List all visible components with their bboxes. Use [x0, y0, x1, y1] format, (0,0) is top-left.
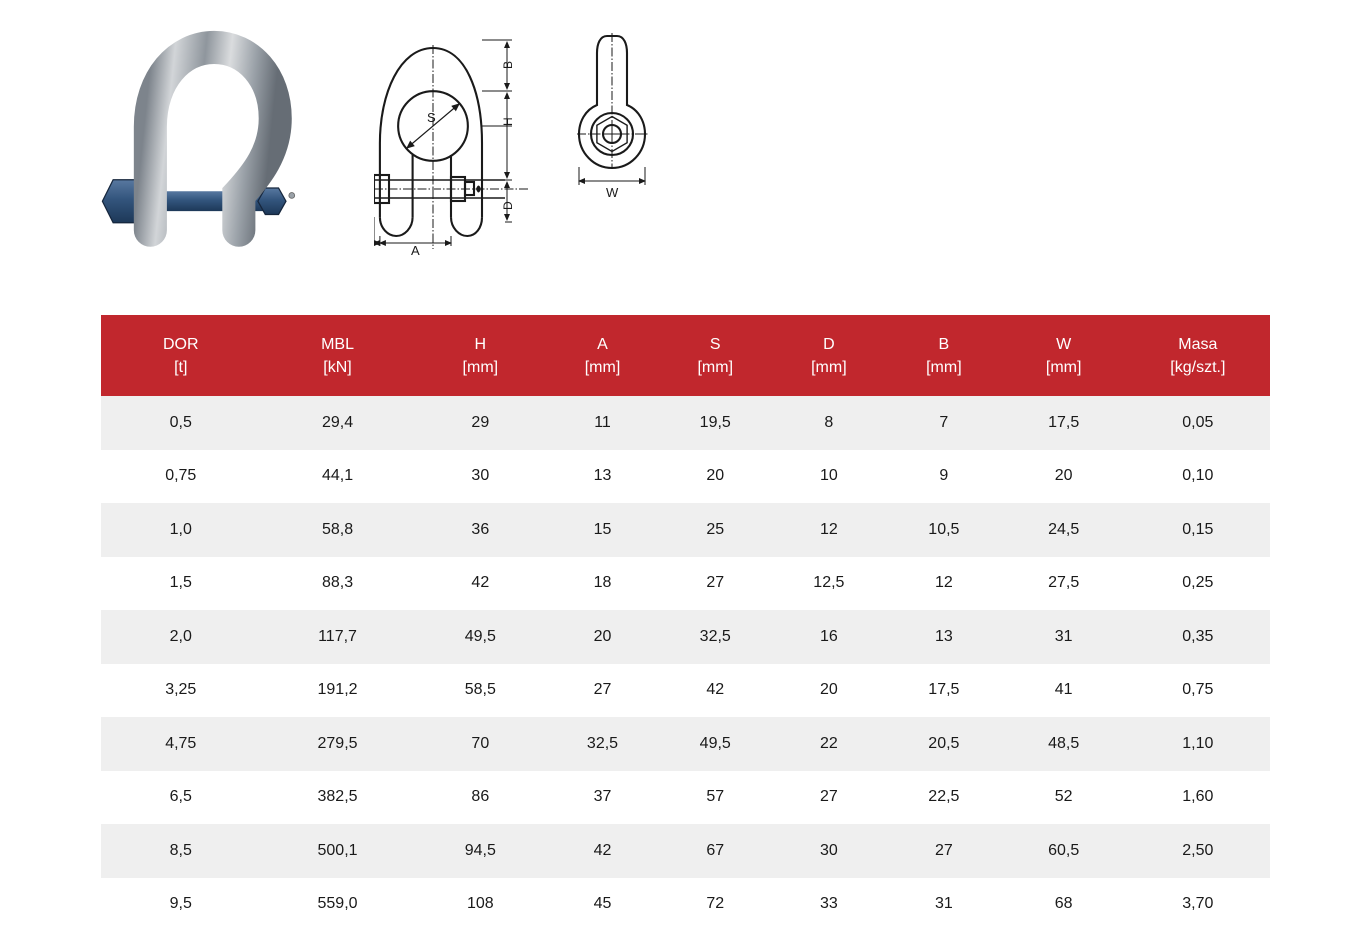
svg-text:D: D: [501, 201, 515, 210]
svg-text:W: W: [606, 185, 619, 200]
svg-text:H: H: [501, 117, 515, 126]
svg-text:B: B: [501, 61, 515, 69]
svg-text:S: S: [427, 110, 436, 125]
svg-text:A: A: [411, 243, 420, 255]
